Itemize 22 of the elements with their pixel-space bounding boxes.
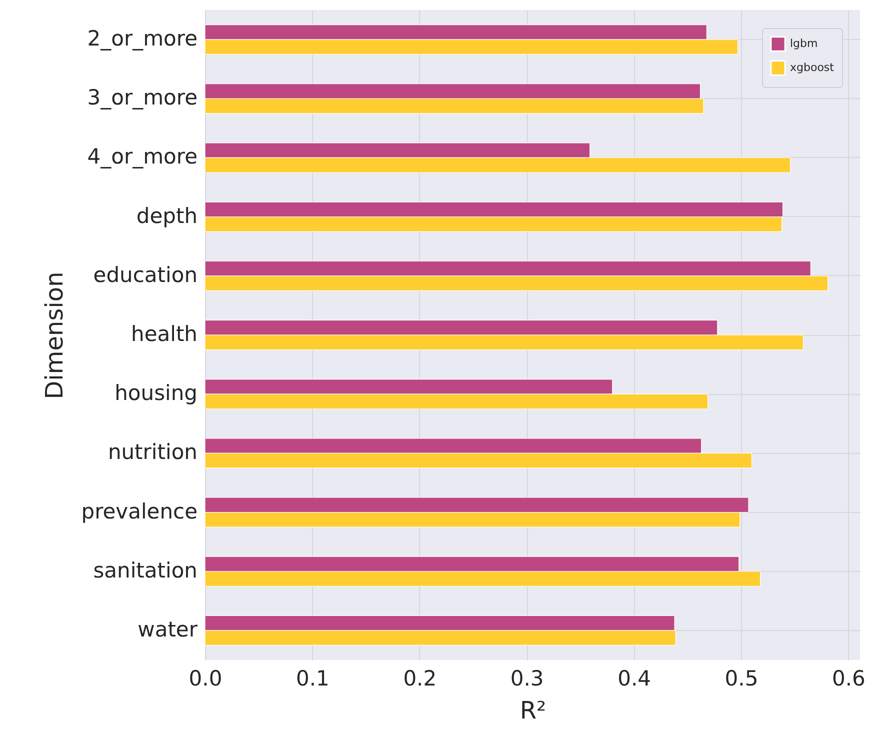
x-tick-label: 0.0: [188, 666, 222, 690]
y-tick-label: housing: [114, 381, 198, 406]
legend-label: xgboost: [790, 61, 835, 74]
y-tick-label: depth: [136, 204, 198, 228]
x-tick-label: 0.2: [403, 666, 437, 690]
x-tick-label: 0.4: [618, 666, 652, 690]
y-tick-label: water: [138, 617, 198, 642]
x-tick-label: 0.3: [510, 666, 544, 690]
legend-label: lgbm: [790, 37, 818, 50]
x-tick-label: 0.5: [724, 666, 758, 690]
y-axis-title: Dimension: [40, 272, 68, 400]
y-tick-label: education: [93, 262, 198, 287]
y-tick-label: nutrition: [108, 440, 198, 464]
y-tick-label: 4_or_more: [87, 144, 198, 169]
x-tick-label: 0.6: [832, 666, 866, 690]
y-tick-label: 2_or_more: [87, 26, 198, 51]
x-tick-label: 0.1: [296, 666, 330, 690]
y-tick-label: prevalence: [81, 499, 198, 524]
y-tick-label: health: [131, 322, 198, 346]
y-tick-label: 3_or_more: [87, 86, 198, 110]
y-tick-label: sanitation: [93, 558, 198, 582]
x-axis-title: R²: [520, 696, 546, 724]
